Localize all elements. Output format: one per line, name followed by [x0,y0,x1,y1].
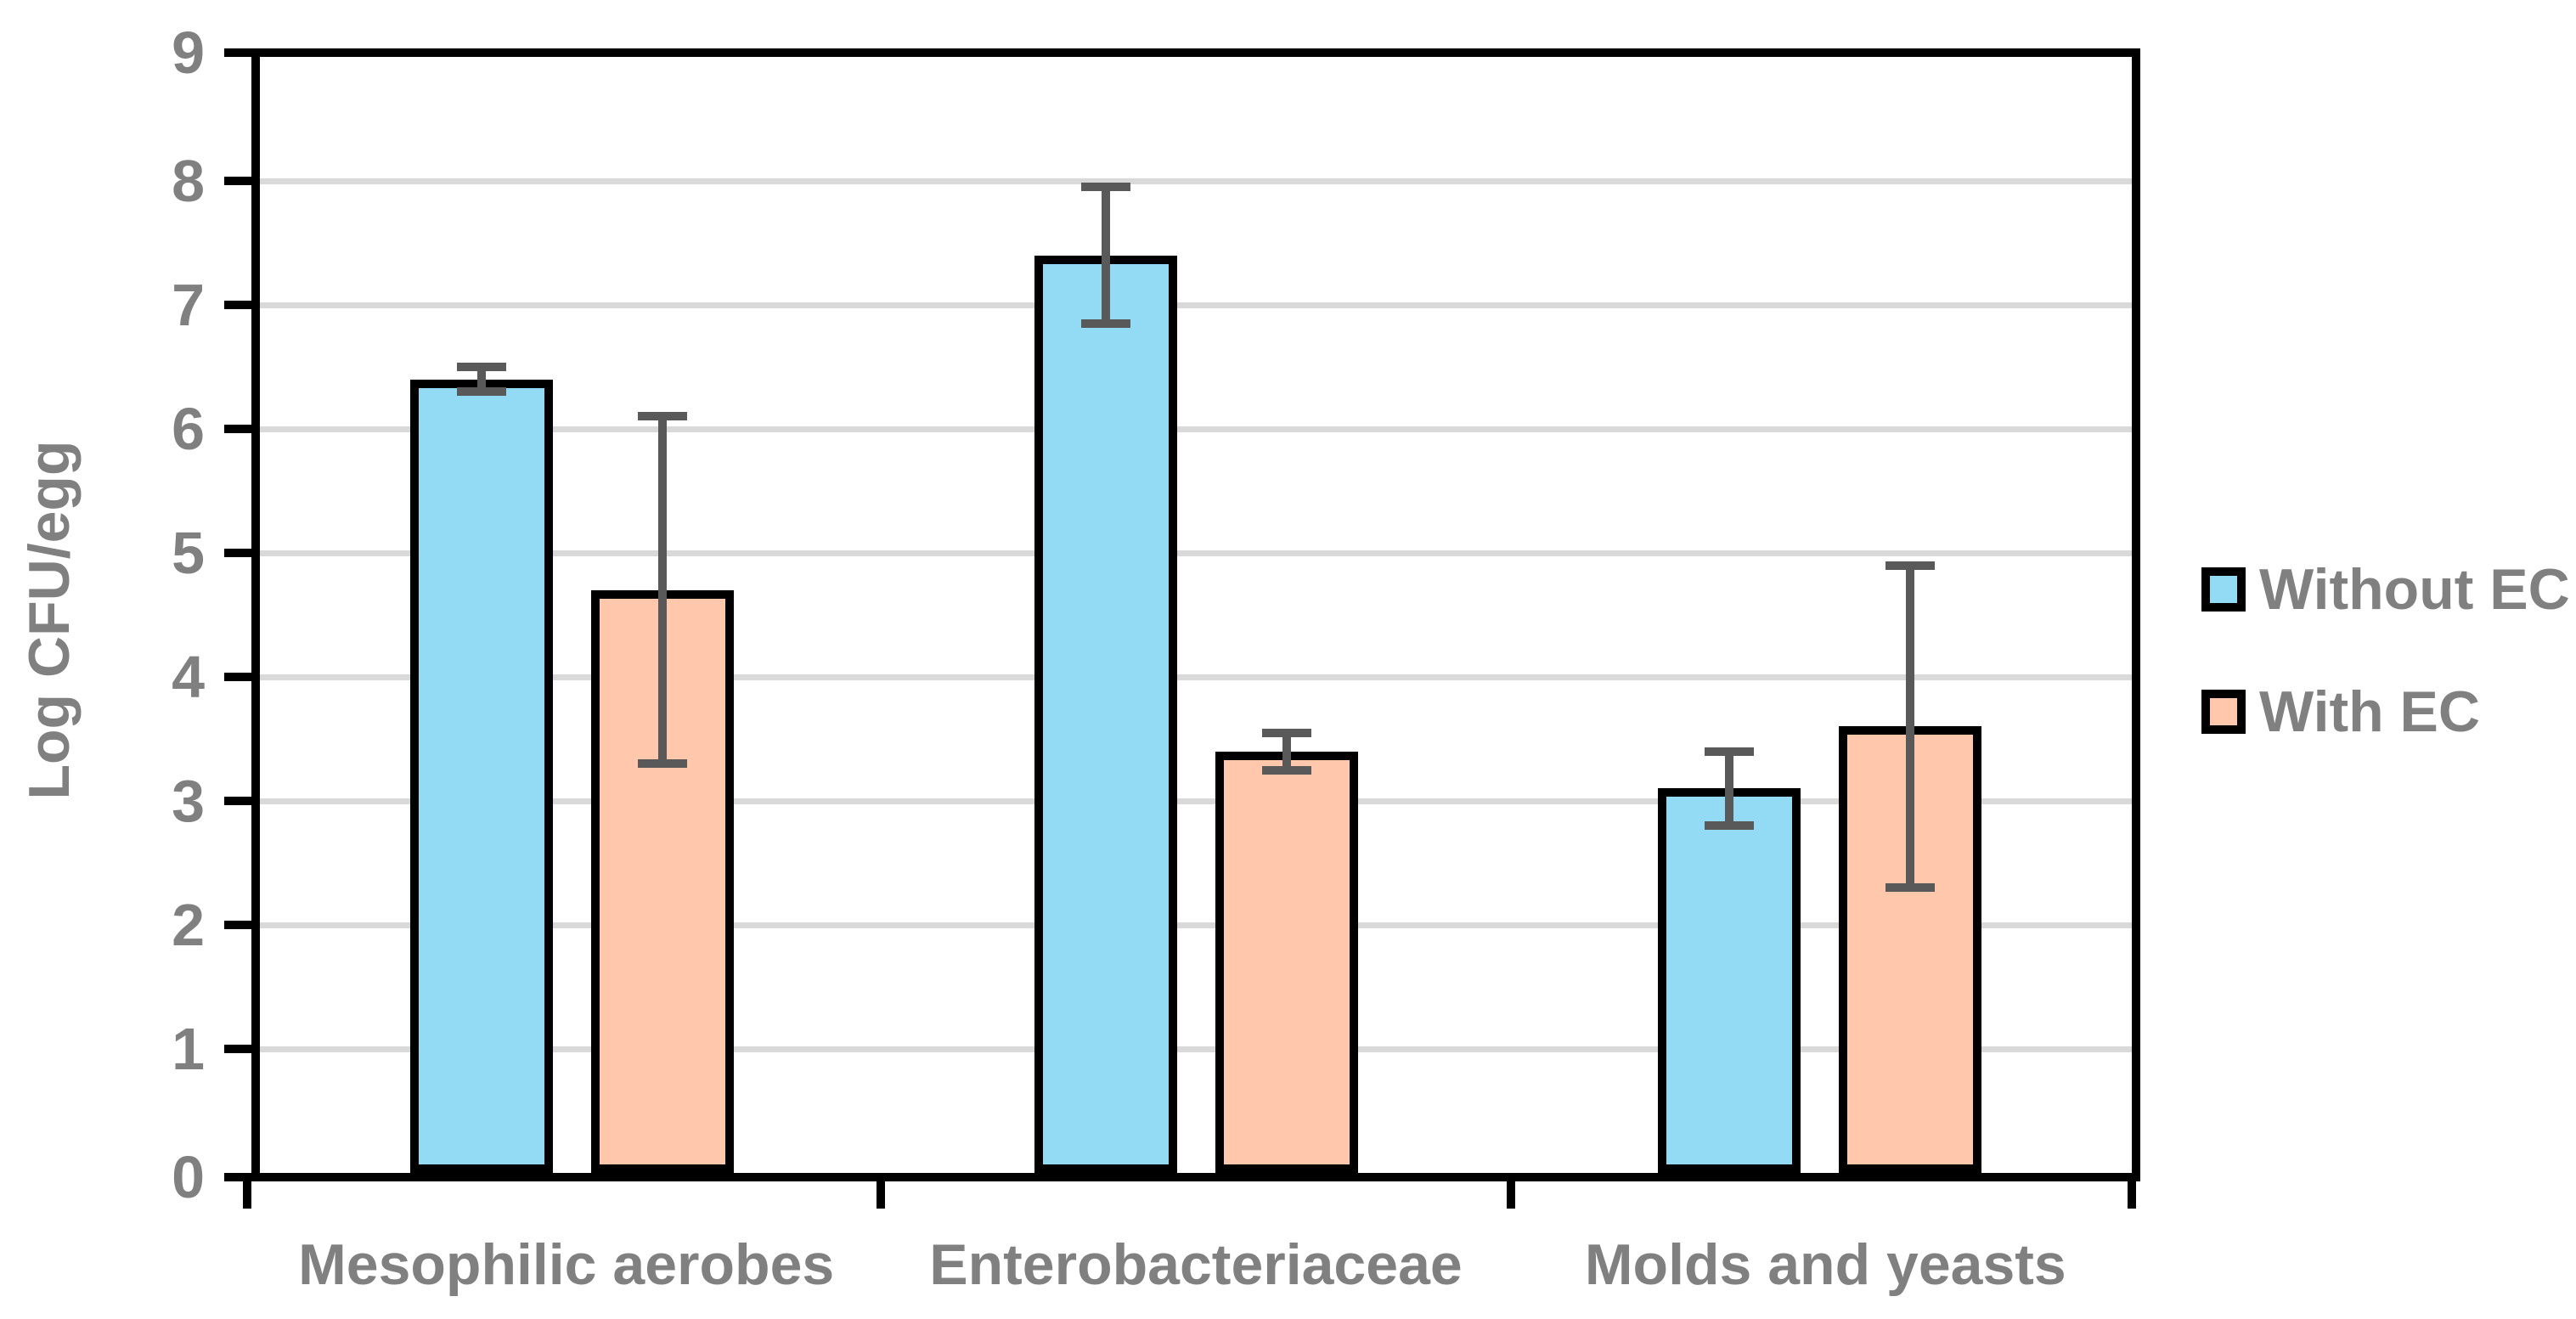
y-axis-tick [224,425,251,433]
gridline [260,302,2132,308]
legend-item-without-ec: Without EC [2201,561,2570,618]
x-axis-tick [2128,1181,2136,1209]
y-axis-tick [224,673,251,681]
error-bar-cap-top [1261,728,1311,737]
legend-item-with-ec: With EC [2201,683,2570,741]
error-bar-line [1906,565,1915,888]
y-tick-label: 9 [172,20,205,86]
error-bar-line [1282,732,1291,770]
error-bar-cap-top [1705,747,1755,756]
error-bar-cap-bottom [1885,883,1936,893]
y-axis-tick [224,48,251,57]
y-tick-label: 7 [172,272,205,338]
x-category-label-2: Molds and yeasts [1584,1232,2066,1297]
y-tick-label: 1 [172,1016,205,1082]
error-bar-cap-bottom [456,387,506,397]
bar-without-ec-0 [409,379,553,1173]
error-bar-cap-top [456,363,506,371]
gridline [260,922,2132,928]
legend-swatch-without-ec [2201,567,2246,612]
y-axis-tick [224,921,251,929]
x-category-label-1: Enterobacteriaceae [929,1232,1463,1297]
error-bar-cap-bottom [1705,821,1755,831]
error-bar-line [657,416,667,764]
plot-area [251,48,2140,1181]
x-axis-tick [1506,1181,1515,1209]
y-tick-label: 5 [172,520,205,586]
y-tick-label: 3 [172,768,205,834]
error-bar-cap-top [1080,183,1130,192]
gridline [260,178,2132,184]
bar-without-ec-1 [1034,255,1177,1173]
error-bar-cap-bottom [637,759,687,769]
y-tick-label: 0 [172,1144,205,1210]
error-bar-line [1101,187,1110,324]
y-axis-tick [224,797,251,805]
y-axis-tick [224,1173,251,1181]
bar-without-ec-2 [1658,788,1801,1173]
y-axis-tick [224,301,251,309]
legend-label-without-ec: Without EC [2259,557,2570,622]
x-category-label-0: Mesophilic aerobes [298,1232,835,1297]
y-axis-tick [224,177,251,185]
y-axis-title: Log CFU/egg [17,440,82,800]
error-bar-cap-bottom [1261,765,1311,775]
legend: Without EC With EC [2201,561,2570,812]
bar-with-ec-1 [1215,751,1358,1173]
y-tick-label: 4 [172,644,205,710]
error-bar-line [1725,751,1734,826]
legend-swatch-with-ec [2201,690,2246,734]
gridline [260,674,2132,680]
gridline [260,426,2132,432]
y-tick-label: 2 [172,892,205,958]
gridline [260,798,2132,804]
gridline [260,1046,2132,1052]
error-bar-line [476,367,486,392]
gridline [260,550,2132,556]
y-tick-label: 6 [172,396,205,462]
error-bar-cap-top [637,412,687,421]
error-bar-cap-bottom [1080,318,1130,328]
legend-label-with-ec: With EC [2259,679,2481,744]
y-tick-label: 8 [172,148,205,214]
x-axis-tick [877,1181,886,1209]
error-bar-cap-top [1885,561,1936,570]
x-axis-tick [243,1181,251,1209]
y-axis-tick [224,1045,251,1053]
y-axis-tick [224,549,251,557]
